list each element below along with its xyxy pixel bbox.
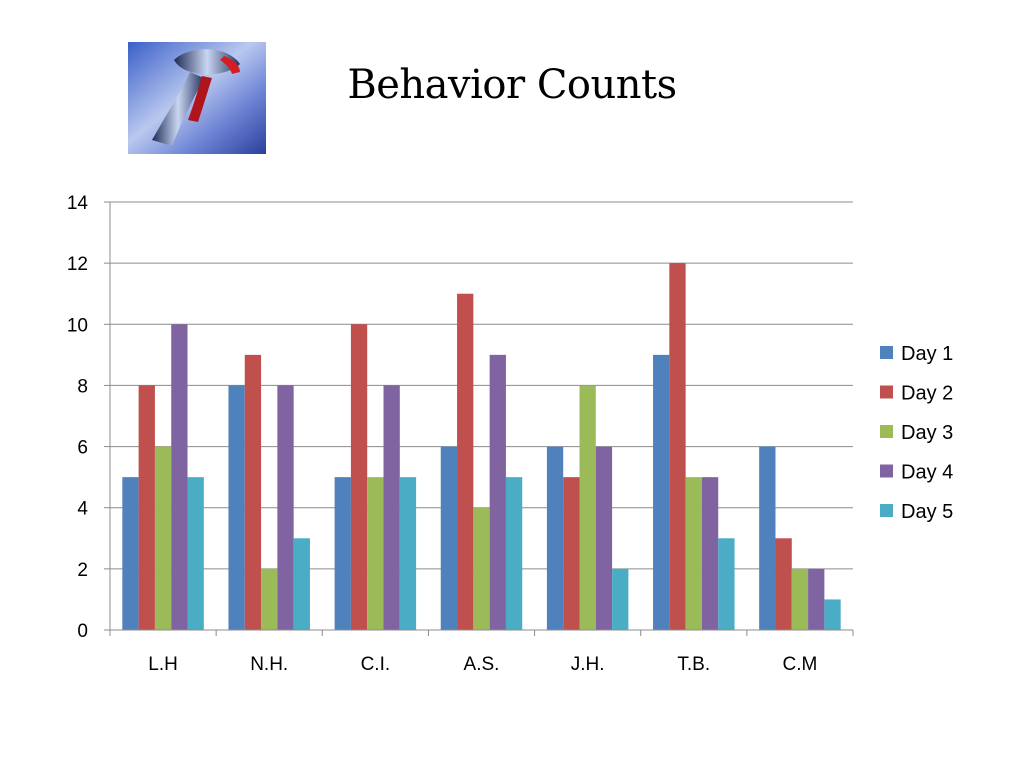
legend-label: Day 3 [901,422,953,444]
x-category-labels: L.H N.H. C.I. A.S. J.H. T.B. C.M [148,654,817,675]
bar [759,446,776,630]
bar [228,385,245,630]
bar [579,385,596,630]
bar [505,477,523,630]
bar [653,354,670,630]
y-tick-labels: 0 2 4 6 8 10 12 14 [67,193,89,642]
x-category-label: C.M [783,654,818,675]
bar [399,477,417,630]
y-tick-label: 2 [77,560,88,581]
legend-swatch [880,385,893,399]
bar [701,477,719,630]
y-tick-label: 0 [77,621,88,642]
bar [457,293,474,630]
x-category-label: N.H. [250,654,288,675]
bar [563,477,580,630]
legend-swatch [880,425,893,438]
x-category-label: L.H [148,654,178,675]
y-tick-label: 10 [67,315,88,336]
legend-label: Day 5 [901,501,953,523]
y-tick-label: 14 [67,193,89,214]
bar [244,354,262,630]
bar [612,568,629,630]
bar [154,446,172,630]
x-category-label: T.B. [677,654,710,675]
bar [489,354,506,630]
slide-title: Behavior Counts [347,62,677,108]
bar [383,385,400,630]
bar [718,538,735,630]
x-category-label: J.H. [571,654,605,675]
hammer-icon [128,42,266,154]
legend-label: Day 2 [901,383,953,405]
bar [685,477,702,630]
y-tick-label: 8 [77,376,88,397]
bar [775,538,792,630]
y-tick-label: 6 [77,438,88,459]
axes [104,201,854,636]
x-category-label: C.I. [361,654,391,675]
legend-label: Day 4 [901,462,953,484]
bar [595,446,613,630]
bar [440,446,458,630]
bars [122,263,841,630]
bar [546,446,564,630]
bar [293,538,310,630]
legend-swatch [880,346,893,359]
bar [138,385,155,630]
bar [367,477,384,630]
y-tick-label: 12 [67,254,88,275]
bar [824,599,841,630]
legend-swatch [880,464,893,478]
legend: Day 1 Day 2 Day 3 Day 4 Day 5 [880,343,953,523]
x-category-label: A.S. [464,654,500,675]
bar [334,477,351,630]
legend-swatch [880,504,893,517]
bar [669,263,686,630]
bar [350,324,368,630]
bar [122,477,139,630]
bar [791,568,809,630]
bar [187,477,204,630]
y-tick-label: 4 [77,499,88,520]
bar [261,568,278,630]
bar [277,385,294,630]
bar [473,507,490,630]
legend-label: Day 1 [901,343,953,365]
bar [171,324,188,630]
bar [808,568,825,630]
